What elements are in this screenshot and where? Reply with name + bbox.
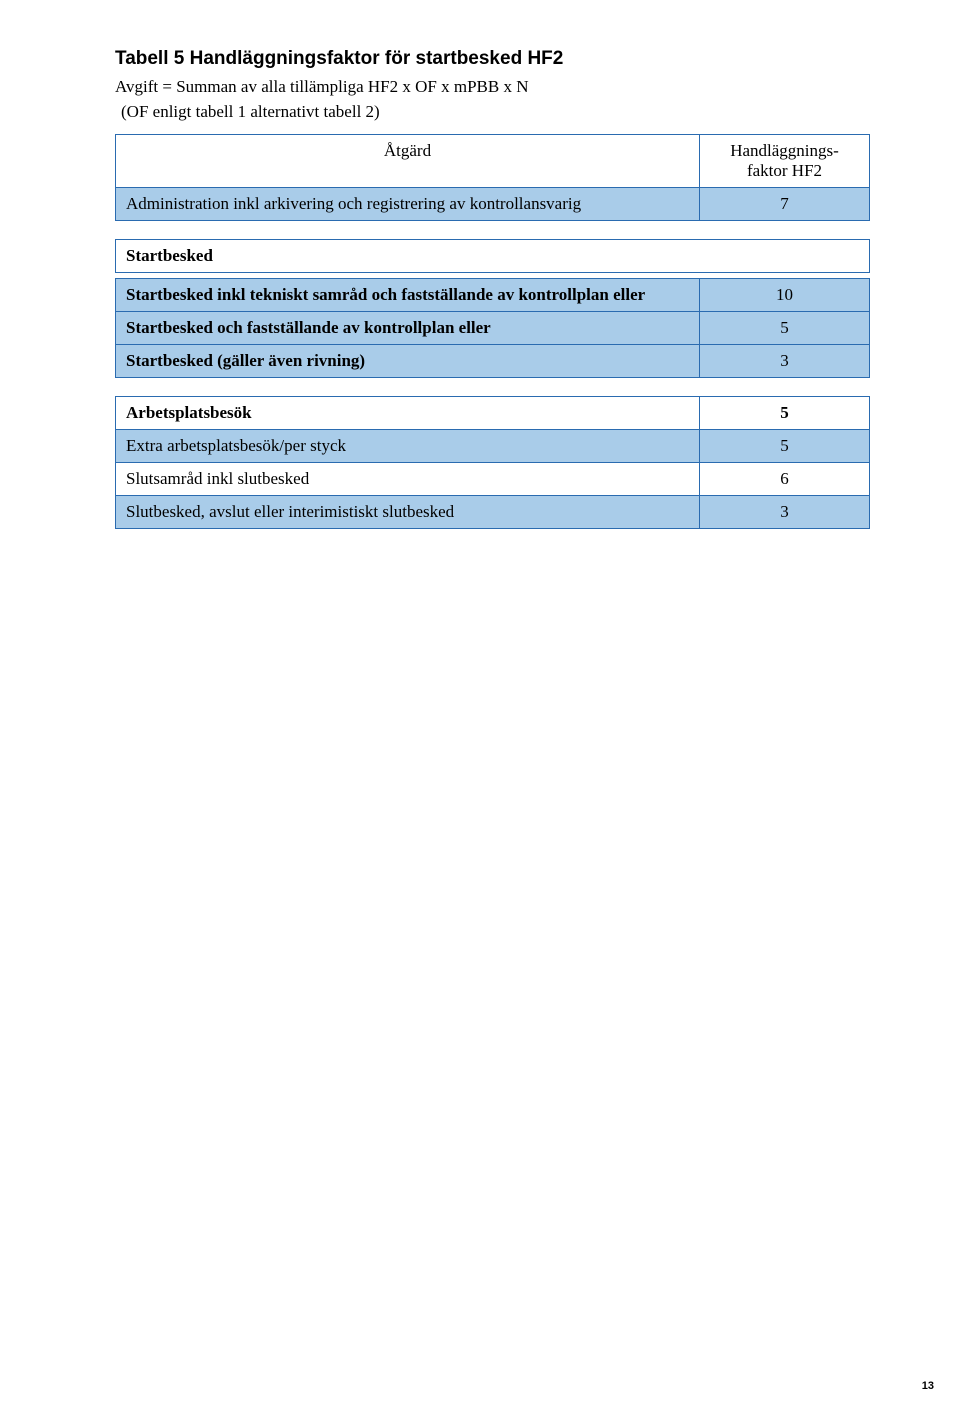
page: Tabell 5 Handläggningsfaktor för startbe… [0,0,960,1412]
t3r1-label: Extra arbetsplatsbesök/per styck [116,429,700,462]
page-number: 13 [922,1380,934,1392]
t2r0-value: 10 [700,278,870,311]
t3r0-value: 5 [700,396,870,429]
table-atgard: Åtgärd Handläggnings-faktor HF2 Administ… [115,134,870,221]
subtitle-line-1: Avgift = Summan av alla tillämpliga HF2 … [115,76,870,99]
page-title: Tabell 5 Handläggningsfaktor för startbe… [115,48,870,70]
row-admin-label: Administration inkl arkivering och regis… [116,187,700,220]
t2r2-value: 3 [700,344,870,377]
section-startbesked: Startbesked [116,239,870,272]
t3r2-value: 6 [700,462,870,495]
t3r3-value: 3 [700,495,870,528]
header-hf2: Handläggnings-faktor HF2 [700,134,870,187]
header-atgard: Åtgärd [116,134,700,187]
row-admin-value: 7 [700,187,870,220]
table-startbesked: Startbesked Startbesked inkl tekniskt sa… [115,239,870,378]
t2r1-label: Startbesked och fastställande av kontrol… [116,311,700,344]
t2r2-label: Startbesked (gäller även rivning) [116,344,700,377]
t3r2-label: Slutsamråd inkl slutbesked [116,462,700,495]
subtitle-line-2: (OF enligt tabell 1 alternativt tabell 2… [121,101,870,124]
t3r0-label: Arbetsplatsbesök [116,396,700,429]
table-arbetsplats: Arbetsplatsbesök 5 Extra arbetsplatsbesö… [115,396,870,529]
t2r0-label: Startbesked inkl tekniskt samråd och fas… [116,278,700,311]
t3r3-label: Slutbesked, avslut eller interimistiskt … [116,495,700,528]
t2r1-value: 5 [700,311,870,344]
t3r1-value: 5 [700,429,870,462]
